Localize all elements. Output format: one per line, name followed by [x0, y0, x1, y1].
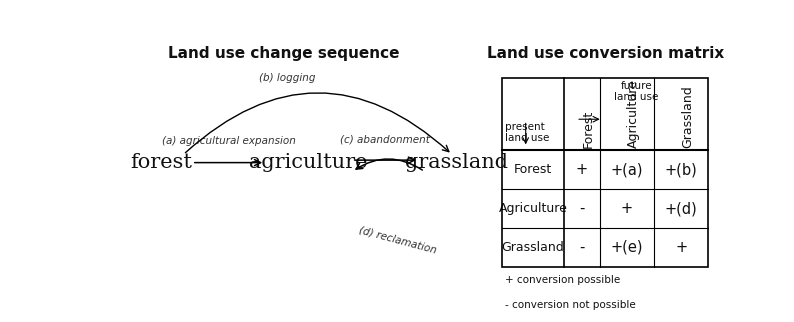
Text: +(d): +(d) [665, 201, 698, 216]
Text: present
land use: present land use [506, 122, 549, 143]
Text: forest: forest [129, 153, 192, 172]
Text: (b) logging: (b) logging [259, 73, 315, 83]
FancyArrowPatch shape [195, 160, 260, 166]
Text: -: - [579, 201, 584, 216]
Text: + conversion possible: + conversion possible [506, 275, 621, 285]
Text: - conversion not possible: - conversion not possible [506, 300, 636, 310]
Text: +(b): +(b) [665, 162, 698, 177]
Text: (c) abandonment: (c) abandonment [341, 134, 430, 144]
Bar [503, 78, 708, 267]
Text: Grassland: Grassland [502, 241, 565, 254]
Text: Forest: Forest [582, 109, 595, 148]
Text: Grassland: Grassland [681, 85, 694, 148]
Text: +: + [675, 240, 688, 255]
FancyArrowPatch shape [356, 159, 422, 170]
Text: agriculture: agriculture [249, 153, 368, 172]
Text: Land use change sequence: Land use change sequence [168, 46, 399, 61]
FancyArrowPatch shape [185, 93, 449, 153]
Text: +: + [621, 201, 633, 216]
Text: (d) reclamation: (d) reclamation [358, 225, 437, 255]
Text: Forest: Forest [514, 163, 552, 176]
Text: +(e): +(e) [611, 240, 643, 255]
Text: +(a): +(a) [611, 162, 643, 177]
Text: -: - [579, 240, 584, 255]
Text: Agriculture: Agriculture [627, 79, 640, 148]
Text: +: + [576, 162, 588, 177]
Text: (a) agricultural expansion: (a) agricultural expansion [161, 137, 295, 147]
Text: grassland: grassland [405, 153, 507, 172]
Text: Land use conversion matrix: Land use conversion matrix [487, 46, 724, 61]
FancyArrowPatch shape [355, 157, 414, 163]
Text: future
land use: future land use [614, 81, 658, 102]
Text: Agriculture: Agriculture [499, 202, 568, 215]
